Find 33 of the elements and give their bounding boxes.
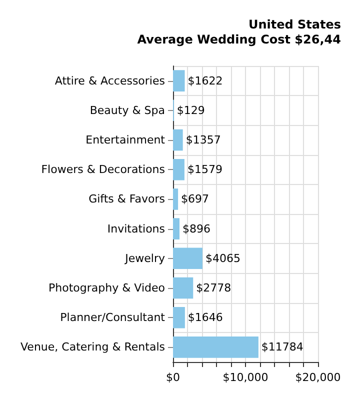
y-tick-label: Gifts & Favors bbox=[88, 192, 166, 206]
bar bbox=[173, 188, 178, 210]
y-tick-label: Venue, Catering & Rentals bbox=[20, 340, 166, 354]
bar bbox=[173, 277, 194, 299]
y-tick-label: Planner/Consultant bbox=[60, 311, 166, 324]
y-tick-label: Jewelry bbox=[124, 252, 166, 265]
y-tick-label: Photography & Video bbox=[48, 282, 166, 294]
data-label: $697 bbox=[181, 192, 210, 206]
y-tick-label: Invitations bbox=[107, 222, 166, 236]
bar bbox=[173, 336, 258, 358]
bar bbox=[173, 158, 184, 180]
bar bbox=[173, 70, 185, 92]
bar bbox=[173, 129, 183, 151]
y-tick-label: Entertainment bbox=[86, 134, 166, 146]
x-tick-label: $10,000 bbox=[222, 371, 268, 384]
bar bbox=[173, 218, 180, 240]
x-tick-label: $0 bbox=[166, 371, 180, 384]
data-label: $1622 bbox=[188, 74, 223, 88]
data-label: $4065 bbox=[205, 252, 240, 265]
data-label: $129 bbox=[176, 104, 205, 117]
data-label: $1579 bbox=[187, 163, 222, 176]
y-tick-label: Attire & Accessories bbox=[54, 74, 166, 88]
chart-title: United States Average Wedding Cost $26,44 bbox=[137, 18, 341, 46]
data-label: $2778 bbox=[196, 282, 232, 294]
y-tick-label: Flowers & Decorations bbox=[41, 163, 166, 176]
data-label: $11784 bbox=[261, 340, 304, 354]
x-tick-label: $20,000 bbox=[295, 371, 341, 384]
y-tick-label: Beauty & Spa bbox=[90, 104, 165, 117]
bar bbox=[173, 248, 202, 270]
data-label: $1646 bbox=[188, 311, 223, 324]
bar bbox=[173, 306, 185, 328]
data-label: $1357 bbox=[186, 134, 221, 146]
data-label: $896 bbox=[182, 222, 210, 236]
